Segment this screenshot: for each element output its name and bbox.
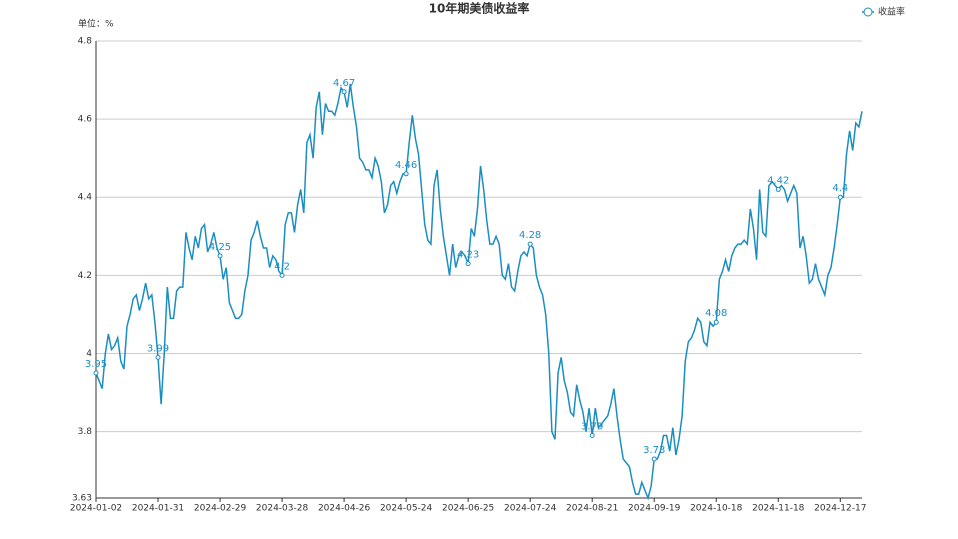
point-marker bbox=[713, 319, 719, 325]
chart-title: 10年期美债收益率 bbox=[429, 1, 530, 16]
x-tick-label: 2024-09-19 bbox=[628, 504, 681, 514]
x-tick-label: 2024-01-31 bbox=[132, 504, 184, 514]
value-label: 3.79 bbox=[581, 422, 603, 433]
y-tick-label: 4 bbox=[86, 349, 92, 359]
value-label: 3.73 bbox=[643, 445, 665, 456]
value-label: 3.99 bbox=[147, 343, 169, 354]
point-marker bbox=[279, 272, 285, 278]
point-marker bbox=[341, 89, 347, 95]
y-axis-label: 单位：% bbox=[78, 18, 114, 30]
legend-marker bbox=[863, 7, 873, 17]
value-label: 4.08 bbox=[705, 308, 727, 319]
x-tick-label: 2024-06-25 bbox=[442, 504, 494, 514]
value-label: 3.95 bbox=[85, 359, 107, 370]
value-label: 4.42 bbox=[767, 175, 789, 186]
y-tick-label: 4.2 bbox=[78, 271, 92, 281]
y-tick-label: 4.4 bbox=[78, 193, 93, 203]
value-label: 4.67 bbox=[333, 78, 355, 89]
x-tick-label: 2024-04-26 bbox=[318, 504, 371, 514]
x-tick-label: 2024-08-21 bbox=[566, 504, 618, 514]
point-marker bbox=[775, 186, 781, 192]
point-marker bbox=[217, 253, 223, 259]
point-marker bbox=[589, 433, 595, 439]
value-label: 4.28 bbox=[519, 230, 541, 241]
value-label: 4.46 bbox=[395, 160, 417, 171]
x-tick-label: 2024-11-18 bbox=[752, 504, 805, 514]
point-marker bbox=[93, 370, 99, 376]
x-tick-label: 2024-12-17 bbox=[814, 504, 866, 514]
value-label: 4.25 bbox=[209, 242, 231, 253]
y-tick-label: 4.8 bbox=[78, 37, 93, 47]
legend-label: 收益率 bbox=[878, 6, 905, 18]
point-marker bbox=[465, 261, 471, 267]
x-tick-label: 2024-03-28 bbox=[256, 504, 309, 514]
y-tick-label: 3.63 bbox=[72, 494, 92, 504]
line bbox=[95, 83, 863, 501]
value-label: 4.23 bbox=[457, 250, 479, 261]
x-tick-label: 2024-07-24 bbox=[504, 504, 557, 514]
point-marker bbox=[155, 354, 161, 360]
x-tick-label: 2024-10-18 bbox=[690, 504, 743, 514]
y-tick-label: 4.6 bbox=[78, 115, 93, 125]
x-tick-label: 2024-02-29 bbox=[194, 504, 247, 514]
x-tick-label: 2024-05-24 bbox=[380, 504, 433, 514]
point-marker bbox=[651, 456, 657, 462]
y-tick-label: 3.8 bbox=[78, 427, 93, 437]
point-marker bbox=[403, 171, 409, 177]
point-marker bbox=[837, 194, 843, 200]
value-label: 4.2 bbox=[274, 261, 290, 272]
x-tick-label: 2024-01-02 bbox=[70, 504, 122, 514]
point-marker bbox=[527, 241, 533, 247]
value-label: 4.4 bbox=[832, 183, 848, 194]
